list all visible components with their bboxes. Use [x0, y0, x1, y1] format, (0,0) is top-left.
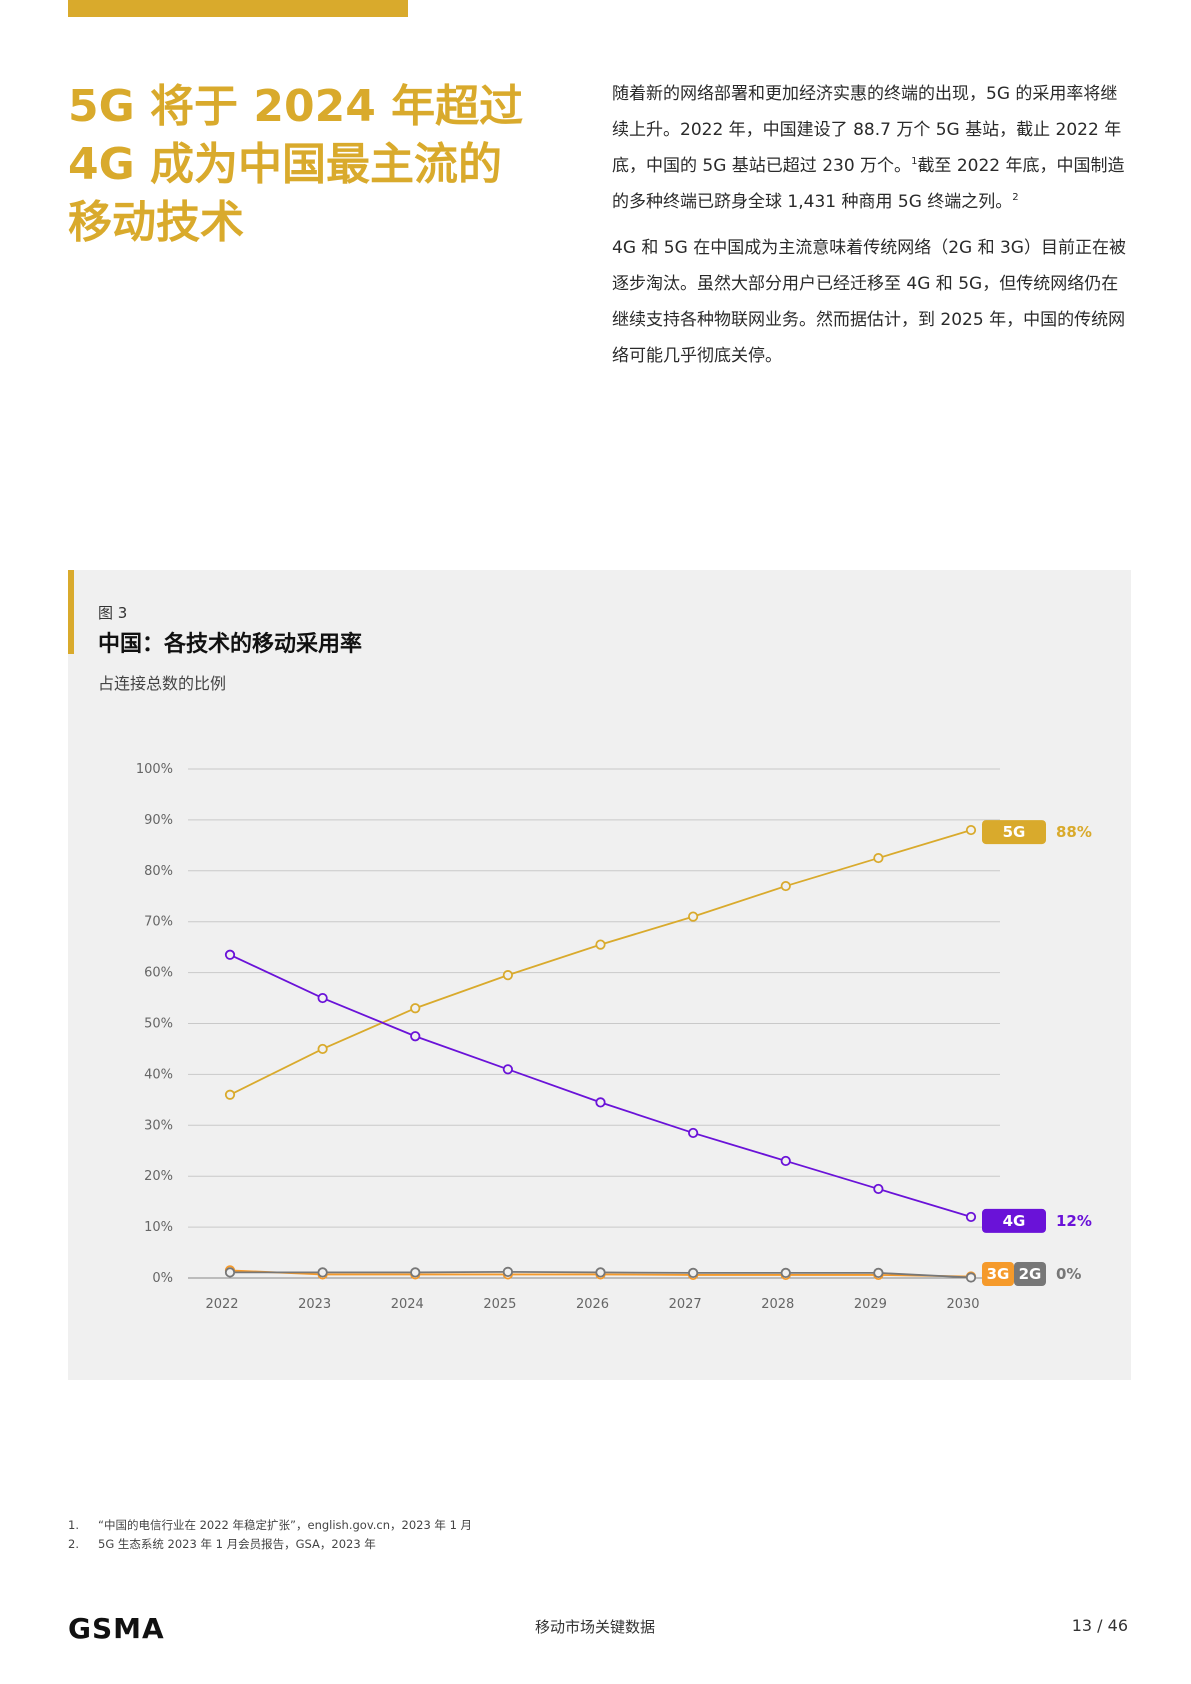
- data-point-5g: [780, 880, 791, 892]
- headline: 5G 将于 2024 年超过 4G 成为中国最主流的 移动技术: [68, 78, 568, 252]
- series-line-4g: [229, 953, 972, 1218]
- footnote-ref-1: 1: [911, 156, 918, 167]
- x-tick-label: 2026: [576, 1297, 609, 1312]
- data-point-2g: [595, 1267, 606, 1278]
- figure-panel: 图 3 中国：各技术的移动采用率 占连接总数的比例 0% 10% 20% 30% 40%…: [68, 570, 1131, 1380]
- data-point-4g: [410, 1031, 421, 1042]
- y-tick-label: 100%: [136, 762, 173, 777]
- data-point-5g: [502, 970, 513, 981]
- x-tick-label: 2024: [391, 1297, 424, 1312]
- data-point-2g: [873, 1267, 884, 1279]
- data-point-5g: [410, 1003, 421, 1014]
- page-number: 13 / 46: [1071, 1616, 1128, 1635]
- y-tick-label: 30%: [144, 1118, 173, 1133]
- headline-line-3: 移动技术: [68, 197, 244, 248]
- figure-subtitle: 占连接总数的比例: [98, 674, 227, 693]
- footnote-1-text: “中国的电信行业在 2022 年稳定扩张”，english.gov.cn，202…: [98, 1518, 473, 1532]
- data-point-2g: [224, 1267, 236, 1278]
- series-badge-label-4g: 4G: [1003, 1212, 1026, 1230]
- top-accent-bar: [68, 0, 408, 17]
- data-point-4g: [502, 1064, 513, 1075]
- x-tick-label: 2023: [298, 1297, 331, 1312]
- x-tick-label: 2029: [854, 1297, 887, 1312]
- end-value-2g: 0%: [1056, 1265, 1081, 1283]
- data-point-5g: [688, 911, 699, 922]
- x-tick-label: 2027: [669, 1297, 702, 1312]
- x-tick-label: 2025: [483, 1297, 516, 1312]
- series-line-5g: [229, 829, 972, 1096]
- y-tick-label: 90%: [144, 813, 173, 828]
- intro-p1-part-a: 随着新的网络部署和更加经济实惠的终端的出现，5G 的采用率将继续上升。2022 …: [612, 84, 1122, 176]
- y-tick-label: 60%: [144, 966, 173, 981]
- series-badge-2g: [1014, 1262, 1046, 1286]
- x-tick-label: 2030: [946, 1297, 979, 1312]
- x-tick-label: 2022: [205, 1297, 238, 1312]
- footnote-1-number: 1.: [68, 1518, 79, 1532]
- footnote-2: 2. 5G 生态系统 2023 年 1 月会员报告，GSA，2023 年: [68, 1535, 472, 1554]
- intro-paragraph-1: 随着新的网络部署和更加经济实惠的终端的出现，5G 的采用率将继续上升。2022 …: [612, 76, 1132, 220]
- x-tick-label: 2028: [761, 1297, 794, 1312]
- data-point-4g: [780, 1155, 791, 1167]
- footnote-ref-2: 2: [1012, 192, 1019, 203]
- end-value-4g: 12%: [1056, 1212, 1092, 1230]
- data-point-4g: [873, 1183, 884, 1195]
- headline-line-2: 4G 成为中国最主流的: [68, 139, 503, 190]
- intro-paragraph-2: 4G 和 5G 在中国成为主流意味着传统网络（2G 和 3G）目前正在被逐步淘汰…: [612, 238, 1126, 366]
- data-point-2g: [317, 1267, 328, 1278]
- end-value-5g: 88%: [1056, 823, 1092, 841]
- series-badge-3g: [982, 1262, 1014, 1286]
- data-point-5g: [224, 1089, 236, 1100]
- intro-text: 随着新的网络部署和更加经济实惠的终端的出现，5G 的采用率将继续上升。2022 …: [612, 76, 1132, 384]
- data-point-2g: [502, 1266, 513, 1277]
- series-badge-4g: [982, 1208, 1046, 1233]
- data-point-5g: [317, 1043, 328, 1055]
- data-point-4g: [688, 1127, 699, 1139]
- series-badge-5g: [982, 820, 1046, 845]
- data-point-5g: [965, 824, 977, 836]
- figure-label: 图 3: [98, 604, 128, 622]
- intro-p1-part-b: 截至 2022 年底，中国制造的多种终端已跻身全球 1,431 种商用 5G 终…: [612, 156, 1125, 212]
- y-tick-label: 10%: [144, 1220, 173, 1235]
- footnotes: 1. “中国的电信行业在 2022 年稳定扩张”，english.gov.cn，2…: [68, 1516, 472, 1554]
- data-point-2g: [965, 1272, 977, 1283]
- y-tick-label: 80%: [144, 864, 173, 879]
- data-point-2g: [780, 1267, 791, 1279]
- series-badge-label-5g: 5G: [1003, 823, 1026, 841]
- series-badge-label-3g: 3G: [987, 1265, 1010, 1283]
- series-badge-label-2g: 2G: [1019, 1265, 1042, 1283]
- data-point-5g: [595, 939, 606, 950]
- footnote-1: 1. “中国的电信行业在 2022 年稳定扩张”，english.gov.cn，2…: [68, 1516, 472, 1535]
- figure-accent-bar: [68, 570, 74, 654]
- data-point-4g: [224, 949, 236, 960]
- y-tick-label: 20%: [144, 1169, 173, 1184]
- y-tick-label: 70%: [144, 915, 173, 930]
- figure-title: 中国：各技术的移动采用率: [98, 632, 363, 657]
- data-point-2g: [688, 1267, 699, 1279]
- y-tick-label: 0%: [152, 1271, 173, 1286]
- y-tick-label: 40%: [144, 1067, 173, 1082]
- footnote-2-number: 2.: [68, 1537, 79, 1551]
- footnote-2-text: 5G 生态系统 2023 年 1 月会员报告，GSA，2023 年: [98, 1537, 376, 1551]
- data-point-4g: [595, 1097, 606, 1108]
- data-point-2g: [410, 1267, 421, 1278]
- footer-title: 移动市场关键数据: [534, 1618, 655, 1636]
- data-point-5g: [873, 852, 884, 864]
- headline-line-1: 5G 将于 2024 年超过: [68, 81, 524, 132]
- data-point-4g: [965, 1211, 977, 1223]
- adoption-line-chart: 0% 10% 20% 30% 40% 50% 60% 70% 80% 90% 100% 2022 202…: [136, 762, 1092, 1312]
- y-tick-label: 50%: [144, 1017, 173, 1032]
- gsma-logo: GSMA: [68, 1612, 165, 1645]
- data-point-4g: [317, 992, 328, 1004]
